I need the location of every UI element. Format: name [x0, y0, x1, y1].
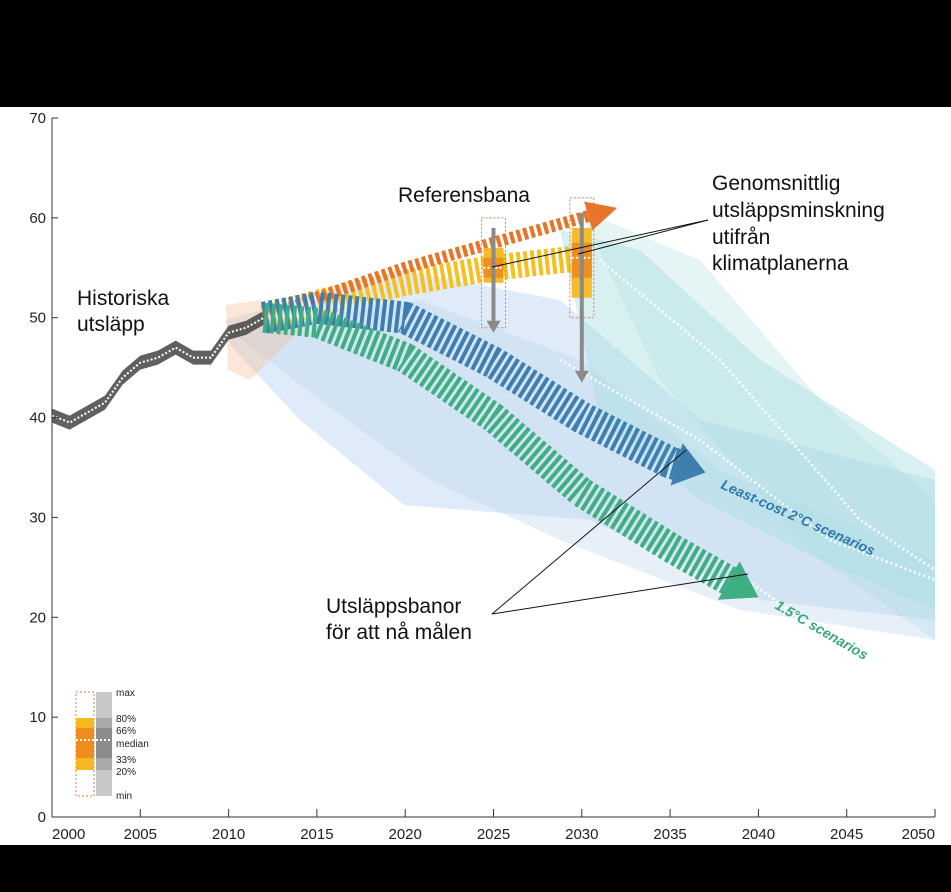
- range-teal-band: [580, 210, 935, 640]
- plans-leader-line: [491, 219, 709, 268]
- least-cost-2c-pathway: [260, 291, 687, 480]
- x-tick-label: 2045: [830, 826, 863, 843]
- y-tick-label: 40: [29, 410, 46, 427]
- plans-label: klimatplanerna: [712, 252, 849, 275]
- targets-leader-line: [491, 573, 749, 615]
- x-tick-label: 2005: [124, 826, 157, 843]
- reference-arrowhead: [584, 201, 618, 231]
- y-tick-label: 30: [29, 509, 46, 526]
- emission-pathways: [51, 201, 759, 600]
- boxplot-legend: max 80%66% median 33%20% min: [75, 688, 149, 802]
- scenario-median-line: [719, 558, 936, 732]
- boxplot-range: [569, 197, 595, 319]
- one-point-five-arrowhead: [717, 561, 759, 600]
- x-tick-label: 2035: [653, 826, 686, 843]
- x-tick-label: 2015: [300, 826, 333, 843]
- legend-label: max: [116, 688, 135, 699]
- range-teal-band: [560, 230, 935, 610]
- reduction-arrowhead: [574, 370, 589, 383]
- targets-leader-line: [491, 449, 687, 615]
- x-tick-label: 2010: [212, 826, 245, 843]
- historical-band: [52, 310, 264, 430]
- x-tick-label: 2030: [565, 826, 598, 843]
- plans-label: utsläppsminskning: [712, 199, 885, 222]
- legend-inner-box: [76, 728, 94, 758]
- reference-label: Referensbana: [398, 184, 530, 207]
- x-tick-labels: 2000 2005 2010 2015 2020 2025 2030 2035 2040 2045…: [52, 826, 935, 843]
- y-tick-label: 70: [29, 110, 46, 127]
- y-tick-label: 10: [29, 709, 46, 726]
- targets-label: för att nå målen: [326, 621, 472, 644]
- legend-label: 80%: [116, 714, 136, 725]
- legend-label: median: [116, 739, 149, 750]
- x-tick-label: 2050: [902, 826, 935, 843]
- y-tick-label: 20: [29, 609, 46, 626]
- range-2c-band: [230, 300, 935, 640]
- historical-label: utsläpp: [77, 313, 145, 336]
- targets-label: Utsläppsbanor: [326, 595, 461, 618]
- legend-label: 33%: [116, 755, 136, 766]
- plans-label: Genomsnittlig: [712, 172, 840, 195]
- plans-label: utifrån: [712, 226, 770, 249]
- top-black-band: [0, 0, 951, 107]
- plans-leader-line: [577, 219, 709, 255]
- x-tick-label: 2020: [389, 826, 422, 843]
- y-tick-labels: 0 10 20 30 40 50 60 70: [29, 110, 46, 826]
- historical-median-line: [51, 316, 265, 424]
- legend-label: 66%: [116, 726, 136, 737]
- historical-label: Historiska: [77, 287, 170, 310]
- x-tick-label: 2000: [52, 826, 85, 843]
- one-point-five-pathway: [262, 302, 737, 594]
- y-tick-label: 0: [38, 809, 46, 826]
- plot-background: [0, 107, 951, 845]
- legend-grey-inner: [96, 728, 112, 758]
- scenario-ranges: [226, 210, 936, 732]
- legend-label: min: [116, 791, 132, 802]
- legend-label: 20%: [116, 767, 136, 778]
- x-tick-label: 2040: [742, 826, 775, 843]
- y-tick-label: 50: [29, 310, 46, 327]
- axes: [51, 117, 936, 818]
- x-tick-label: 2025: [477, 826, 510, 843]
- least-cost-2c-arrowhead: [670, 443, 706, 486]
- reduction-arrowhead: [486, 320, 501, 333]
- bottom-black-band: [0, 845, 951, 892]
- scenario-median-line: [559, 358, 936, 582]
- y-tick-label: 60: [29, 210, 46, 227]
- range-2c-band: [226, 270, 935, 620]
